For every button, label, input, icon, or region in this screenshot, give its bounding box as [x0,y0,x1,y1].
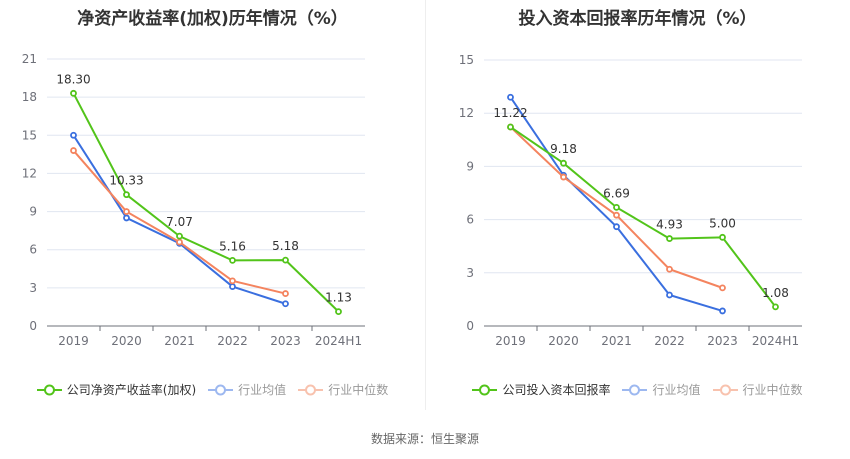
y-tick-label: 0 [29,319,37,333]
data-point [560,159,567,167]
roic-chart-panel: 投入资本回报率历年情况（%） 0 3 6 9 12 15 2019 2020 2021 2022 2… [425,0,850,420]
x-tick-label: 2022 [654,334,685,348]
data-label: 10.33 [109,174,143,188]
data-label: 18.30 [56,72,90,86]
x-tick-label: 2020 [548,334,579,348]
data-point [176,232,183,240]
data-point [229,283,236,290]
x-tick-label: 2021 [601,334,632,348]
series-line [72,92,340,313]
roic-legend: 公司投入资本回报率 行业均值 行业中位数 [425,381,850,398]
y-tick-label: 3 [466,266,474,280]
data-label: 6.69 [603,186,630,200]
x-tick-label: 2022 [217,334,248,348]
data-label: 5.00 [709,216,736,230]
legend-label: 行业均值 [238,383,287,397]
data-point [613,223,620,231]
data-label: 1.13 [325,291,352,305]
data-point [719,233,726,241]
data-label: 5.18 [272,239,299,253]
data-point [719,307,726,315]
data-point [176,238,183,246]
data-point [666,265,673,273]
x-tick-label: 2019 [495,334,526,348]
data-label: 1.08 [762,286,789,300]
x-tick-label: 2023 [270,334,301,348]
x-tick-label: 2019 [58,334,89,348]
data-point [123,214,130,222]
x-tick-label: 2021 [164,334,195,348]
legend-label: 公司投入资本回报率 [502,383,611,397]
legend-item-company-roic[interactable]: 公司投入资本回报率 [472,381,610,398]
data-label: 9.18 [550,142,577,156]
data-point [560,173,567,181]
y-tick-label: 12 [459,106,474,120]
legend-label: 行业中位数 [742,383,803,397]
y-tick-label: 6 [466,213,474,227]
legend-label: 行业均值 [652,383,701,397]
data-point [70,147,77,154]
y-tick-label: 6 [29,243,37,257]
data-point [282,290,289,297]
data-label: 11.22 [493,106,527,120]
data-point [613,203,620,211]
legend-item-industry-median[interactable]: 行业中位数 [712,381,803,398]
data-point [335,308,342,316]
data-point [613,211,620,219]
panel-divider [425,0,426,410]
roe-chart-svg: 0 3 6 9 12 15 18 21 2019 2020 2021 2022 2023 2024H1 18… [22,52,365,348]
series-line [509,126,777,308]
data-source-footer: 数据来源：恒生聚源 [370,432,479,446]
roe-chart-panel: 净资产收益率(加权)历年情况（%） 0 3 6 9 12 15 18 21 2019 2020 20… [0,0,425,420]
x-tick-label: 2023 [707,334,738,348]
legend-line-circle-icon [36,384,62,395]
y-tick-label: 15 [22,128,37,142]
legend-line-circle-icon [472,384,498,395]
x-tick-label: 2020 [111,334,142,348]
x-tick-label: 2024H1 [752,334,799,348]
data-point [282,256,289,264]
x-tick-label: 2024H1 [315,334,362,348]
legend-item-industry-median[interactable]: 行业中位数 [298,381,388,398]
data-point [229,277,236,285]
legend-line-circle-icon [712,384,738,395]
data-point [70,131,77,139]
data-point [123,208,130,215]
data-point [507,93,514,101]
legend-line-circle-icon [208,384,234,395]
y-tick-label: 9 [29,205,37,219]
y-tick-label: 15 [459,53,474,67]
y-tick-label: 9 [466,159,474,173]
legend-item-industry-mean[interactable]: 行业均值 [622,381,701,398]
roic-chart-title: 投入资本回报率历年情况（%） [518,9,757,29]
roic-chart-svg: 0 3 6 9 12 15 2019 2020 2021 2022 2023 2024H1 11.22 9… [459,53,802,348]
data-point [123,191,130,199]
legend-line-circle-icon [298,384,324,395]
data-point [666,235,673,242]
legend-item-industry-mean[interactable]: 行业均值 [208,381,286,398]
roe-chart-title: 净资产收益率(加权)历年情况（%） [77,9,348,29]
legend-label: 公司净资产收益率(加权) [66,383,197,397]
y-tick-label: 18 [22,90,37,104]
data-label: 5.16 [219,239,246,253]
data-point [70,89,77,97]
data-point [666,291,673,299]
y-tick-label: 12 [22,166,37,180]
legend-line-circle-icon [622,384,648,395]
data-label: 4.93 [656,218,683,232]
y-tick-label: 21 [22,52,37,66]
data-point [507,123,514,131]
y-tick-label: 3 [29,281,37,295]
roe-legend: 公司净资产收益率(加权) 行业均值 行业中位数 [0,381,425,398]
y-tick-label: 0 [466,319,474,333]
data-point [772,303,779,311]
data-point [719,284,726,292]
data-label: 7.07 [166,215,193,229]
data-point [282,300,289,308]
data-point [229,256,236,264]
legend-label: 行业中位数 [328,383,389,397]
legend-item-company-roe[interactable]: 公司净资产收益率(加权) [36,381,197,398]
